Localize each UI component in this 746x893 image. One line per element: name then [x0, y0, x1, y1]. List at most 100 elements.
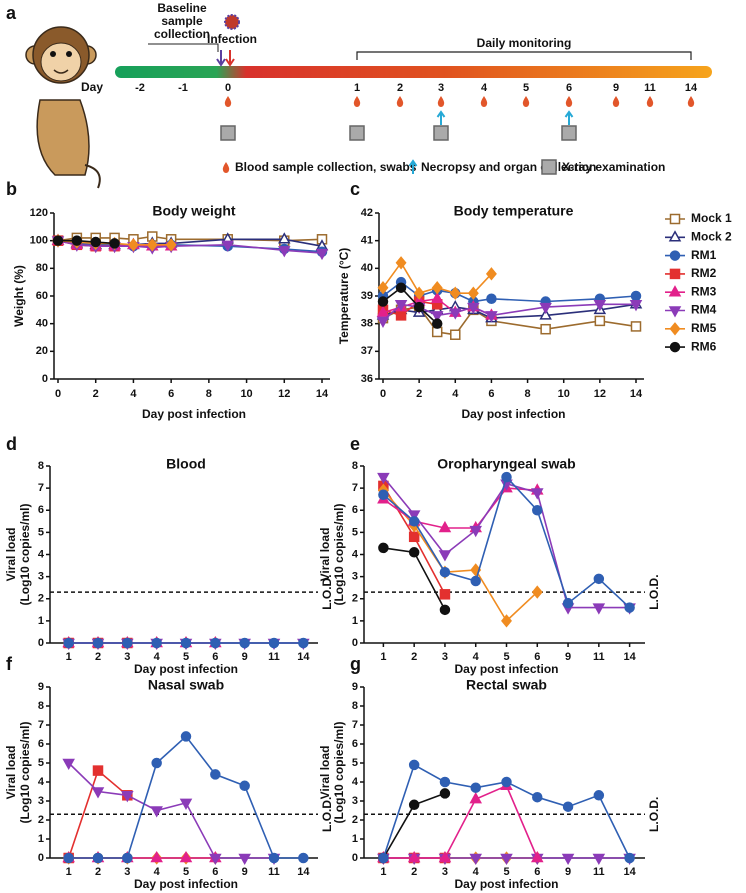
baseline-leader — [148, 43, 219, 52]
x-tick-label: 1 — [380, 651, 386, 663]
y-tick-label: 8 — [38, 700, 44, 712]
marker — [439, 589, 451, 600]
y-tick-label: 4 — [352, 776, 359, 788]
marker — [146, 238, 158, 252]
y-tick-label: 3 — [38, 795, 44, 807]
day-tick-label: 2 — [397, 82, 403, 94]
day-tick-label: 0 — [225, 82, 231, 94]
y-axis-label: (Log10 copies/ml) — [332, 721, 346, 823]
marker — [407, 850, 421, 863]
marker — [593, 573, 605, 585]
series-line — [382, 475, 631, 609]
chart-title: Oropharyngeal swab — [437, 456, 575, 472]
marker — [408, 759, 420, 771]
marker — [430, 311, 444, 323]
y-tick-label: 6 — [352, 504, 358, 516]
y-tick-label: 4 — [352, 548, 359, 560]
blood-drop — [224, 96, 232, 107]
marker — [561, 853, 575, 866]
series — [378, 542, 451, 616]
marker — [180, 731, 192, 742]
x-tick-label: 4 — [130, 388, 137, 400]
marker — [470, 782, 481, 793]
x-axis-label: Day post infection — [134, 662, 238, 676]
series-line — [382, 487, 538, 529]
marker — [593, 300, 607, 312]
x-tick-label: 2 — [416, 388, 422, 400]
series — [63, 731, 309, 864]
marker — [92, 765, 104, 776]
blood-drop — [646, 96, 654, 107]
baseline-label: collection — [154, 27, 210, 41]
y-axis-label: (Log10 copies/ml) — [18, 503, 32, 605]
x-axis-label: Day post infection — [454, 877, 558, 891]
day-tick-label: -1 — [178, 82, 188, 94]
marker — [562, 801, 574, 812]
marker — [62, 758, 75, 771]
marker — [438, 520, 452, 533]
y-tick-label: 1 — [38, 833, 44, 845]
marker — [408, 516, 420, 527]
x-axis-label: Day post infection — [454, 662, 558, 676]
lod-label: L.O.D. — [647, 574, 661, 609]
marker — [278, 246, 291, 258]
y-tick-label: 7 — [38, 719, 44, 731]
series-line — [57, 239, 323, 254]
x-tick-label: 1 — [66, 651, 72, 663]
marker — [630, 290, 642, 302]
x-tick-label: 9 — [242, 866, 248, 878]
xray-box — [220, 125, 236, 141]
y-tick-label: 39 — [361, 290, 373, 302]
marker — [438, 850, 452, 863]
marker — [467, 302, 480, 315]
series — [377, 282, 443, 329]
marker — [151, 757, 162, 769]
marker — [150, 806, 163, 818]
y-tick-label: 60 — [36, 290, 48, 302]
marker — [449, 286, 461, 300]
y-tick-label: 7 — [352, 482, 358, 494]
baseline-label: Baseline — [157, 1, 207, 15]
series — [377, 483, 543, 628]
marker — [439, 788, 451, 799]
x-axis-label: Day post infection — [134, 877, 238, 891]
marker — [413, 301, 425, 313]
marker — [298, 852, 309, 864]
y-tick-label: 40 — [361, 262, 373, 274]
x-axis-label: Day post infection — [461, 407, 565, 421]
x-tick-label: 14 — [297, 651, 310, 663]
x-tick-label: 3 — [442, 866, 448, 878]
y-tick-label: 1 — [38, 615, 44, 627]
marker — [210, 637, 221, 649]
day-tick-label: 14 — [685, 82, 698, 94]
marker — [122, 637, 133, 649]
x-tick-label: 11 — [593, 651, 605, 663]
legend-label: RM1 — [691, 248, 717, 262]
x-tick-label: 6 — [212, 651, 218, 663]
y-tick-label: 38 — [361, 318, 373, 330]
marker — [470, 575, 481, 587]
blood-drop — [565, 96, 573, 107]
blood-drop — [522, 96, 530, 107]
y-tick-label: 6 — [352, 738, 358, 750]
blood-drop — [222, 162, 230, 173]
y-axis-label: Viral load — [4, 746, 18, 800]
marker — [531, 585, 543, 599]
marker — [592, 603, 606, 615]
marker — [501, 471, 512, 483]
necropsy-arrow — [408, 159, 418, 174]
lod-label: L.O.D. — [320, 574, 334, 609]
x-tick-label: 14 — [316, 388, 329, 400]
y-tick-label: 80 — [36, 262, 48, 274]
panel-label: b — [6, 179, 17, 199]
marker — [669, 322, 681, 336]
y-tick-label: 0 — [38, 637, 44, 649]
y-axis-label: (Log10 copies/ml) — [18, 721, 32, 823]
marker — [669, 213, 681, 225]
y-axis-label: (Log10 copies/ml) — [332, 503, 346, 605]
marker — [531, 850, 544, 863]
necropsy-arrow — [564, 110, 574, 125]
marker — [268, 637, 280, 649]
y-tick-label: 6 — [38, 738, 44, 750]
